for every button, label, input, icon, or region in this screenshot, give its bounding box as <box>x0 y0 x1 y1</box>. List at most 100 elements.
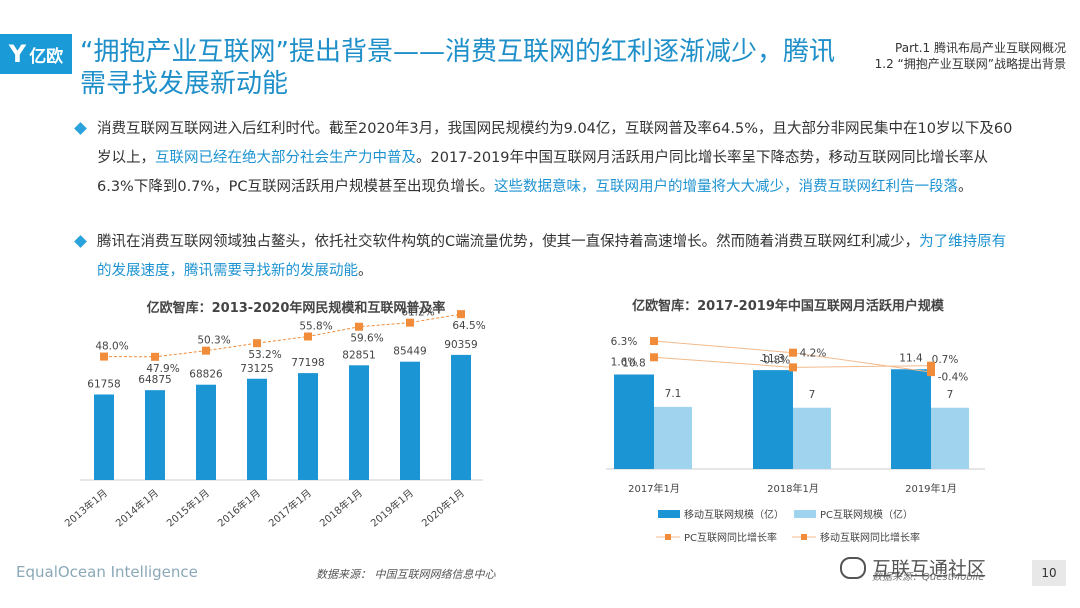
chart2-pc-rate-label: 1.6% <box>611 356 638 368</box>
chart2-pc-bar <box>931 407 969 469</box>
body-text: 。 <box>358 263 373 279</box>
section-line-2: 1.2 “拥抱产业互联网”战略提出背景 <box>874 57 1066 71</box>
chart2-mobile-rate-marker <box>927 368 935 377</box>
chart1-x-tick: 2014年1月 <box>113 486 161 529</box>
chart2-mobile-bar <box>614 374 654 469</box>
chart1-bar-label: 73125 <box>240 363 273 375</box>
wechat-icon <box>840 556 866 579</box>
chart1-bar-label: 77198 <box>291 357 324 369</box>
bullet-1: 消费互联网互联网进入后红利时代。截至2020年3月，我国网民规模约为9.04亿，… <box>74 115 1016 202</box>
chart2-pc-bar-label: 7.1 <box>665 388 682 400</box>
chart1-rate-label: 61.2% <box>401 307 434 319</box>
chart2-pc-bar <box>654 406 692 469</box>
chart1-rate-label: 64.5% <box>452 320 485 332</box>
chart1-x-tick: 2020年1月 <box>419 486 467 529</box>
page-title: “拥抱产业互联网”提出背景——消费互联网的红利逐渐减少，腾讯需寻找发展新动能 <box>80 37 835 99</box>
chart1-x-tick: 2019年1月 <box>368 486 416 529</box>
chart1-bar <box>145 390 165 480</box>
chart1-x-tick: 2015年1月 <box>164 486 212 529</box>
chart2-mobile-rate-label: 4.2% <box>800 348 827 360</box>
footer-brand: EqualOcean Intelligence <box>16 563 198 581</box>
highlight-text: 为了维持原有的发展速度，腾讯需要寻找新的发展动能 <box>97 234 1007 279</box>
legend-pc-swatch <box>794 510 816 518</box>
chart1-rate-label: 48.0% <box>95 341 128 353</box>
chart2-mobile-rate-label: 6.3% <box>611 336 638 348</box>
chart1-rate-marker <box>253 339 261 348</box>
chart1-bar-label: 82851 <box>342 349 375 361</box>
chart2-pc-rate-label: -0.4% <box>938 372 968 384</box>
watermark: 互联互通社区 <box>840 554 986 581</box>
chart1-x-tick: 2013年1月 <box>62 486 110 529</box>
chart2-pc-rate-label: -0.8% <box>760 354 790 366</box>
chart1-bar-label: 61758 <box>87 378 120 390</box>
chart1-rate-label: 47.9% <box>146 363 179 375</box>
chart1-bar <box>298 373 318 480</box>
chart2-mobile-bar <box>891 369 931 469</box>
chart1-rate-marker <box>304 332 312 341</box>
source-right: 数据来源：QuestMobile <box>872 572 985 583</box>
section-line-1: Part.1 腾讯布局产业互联网概况 <box>895 41 1066 55</box>
chart2-pc-bar-label: 7 <box>809 389 816 401</box>
page-number: 10 <box>1032 560 1066 586</box>
chart1-bar-label: 85449 <box>393 346 426 358</box>
chart1-rate-marker <box>100 352 108 361</box>
chart2-mobile-rate-marker <box>650 337 658 346</box>
chart1-bar-label: 68826 <box>189 369 223 381</box>
brand-logo: Y 亿欧 <box>0 34 72 74</box>
chart1-x-tick: 2016年1月 <box>215 486 263 529</box>
bullet-2-text: 腾讯在消费互联网领域独占鳌头，依托社交软件构筑的C端流量优势，使其一直保持着高速… <box>97 228 1016 286</box>
source-left: 数据来源： 中国互联网网络信息中心 <box>316 568 496 581</box>
chart1-rate-marker <box>355 322 363 331</box>
bullet-2: 腾讯在消费互联网领域独占鳌头，依托社交软件构筑的C端流量优势，使其一直保持着高速… <box>74 228 1016 286</box>
chart1-bar <box>400 361 420 480</box>
chart2-mobile-bar-label: 11.3 <box>761 353 784 365</box>
chart2-x-tick: 2019年1月 <box>905 482 957 495</box>
chart2-pc-rate-marker <box>927 361 935 370</box>
legend-pc-rate-label: PC互联网同比增长率 <box>684 531 777 544</box>
chart2-pc-rate-marker <box>650 353 658 362</box>
watermark-text: 互联互通社区 <box>872 558 987 580</box>
chart2-x-tick: 2018年1月 <box>767 482 819 495</box>
chart1-rate-marker <box>406 318 414 327</box>
chart1-bar-label: 64875 <box>138 374 171 386</box>
chart2-x-tick: 2017年1月 <box>628 482 680 495</box>
chart1-bar <box>247 378 267 480</box>
chart1-rate-label: 59.6% <box>350 333 383 345</box>
chart2-pc-rate-marker <box>789 363 797 372</box>
chart1-bar <box>196 384 216 480</box>
chart2-title: 亿欧智库：2017-2019年中国互联网月活跃用户规模 <box>632 298 945 314</box>
chart1-bar-label: 90359 <box>444 339 477 351</box>
chart1-rate-label: 50.3% <box>197 335 230 347</box>
chart1-x-tick: 2017年1月 <box>266 486 314 529</box>
legend-pc-rate-marker <box>665 534 671 540</box>
chart2-mobile-bar-label: 10.8 <box>622 358 645 370</box>
chart2-mobile-bar <box>753 370 793 469</box>
chart1-x-tick: 2018年1月 <box>317 486 365 529</box>
section-info: Part.1 腾讯布局产业互联网概况 1.2 “拥抱产业互联网”战略提出背景 <box>875 40 1066 72</box>
chart1-title: 亿欧智库：2013-2020年网民规模和互联网普及率 <box>147 300 446 316</box>
chart1-rate-marker <box>457 310 465 319</box>
legend-mobile-rate-marker <box>801 534 807 540</box>
highlight-text: 互联网已经在绝大部分社会生产力中普及 <box>155 150 416 166</box>
legend-mobile-rate-label: 移动互联网同比增长率 <box>820 531 920 544</box>
chart1-bar <box>451 354 471 480</box>
chart1-rate-label: 53.2% <box>248 349 281 361</box>
body-text: 。2017-2019年中国互联网月活跃用户同比增长率呈下降态势，移动互联网同比增… <box>97 150 989 195</box>
body-text: 消费互联网互联网进入后红利时代。截至2020年3月，我国网民规模约为9.04亿，… <box>97 121 1013 166</box>
chart1-bar <box>94 394 114 480</box>
chart2-mobile-bar-label: 11.4 <box>899 352 923 364</box>
chart1-rate-marker <box>151 352 159 361</box>
legend-mobile-label: 移动互联网规模（亿） <box>684 508 784 521</box>
logo-text: 亿欧 <box>29 46 64 67</box>
bullet-1-text: 消费互联网互联网进入后红利时代。截至2020年3月，我国网民规模约为9.04亿，… <box>97 115 1016 202</box>
chart2-mobile-rate-label: 0.7% <box>932 354 959 366</box>
chart1-rate-marker <box>202 346 210 355</box>
highlight-text: 这些数据意味，互联网用户的增量将大大减少，消费互联网红利告一段落 <box>494 179 959 195</box>
chart2-mobile-rate-marker <box>789 348 797 357</box>
chart2-pc-bar <box>793 407 831 469</box>
chart1-rate-label: 55.8% <box>299 321 332 333</box>
logo-glyph: Y <box>8 40 27 68</box>
body-text: 。 <box>958 179 973 195</box>
chart1-bar <box>349 365 369 480</box>
